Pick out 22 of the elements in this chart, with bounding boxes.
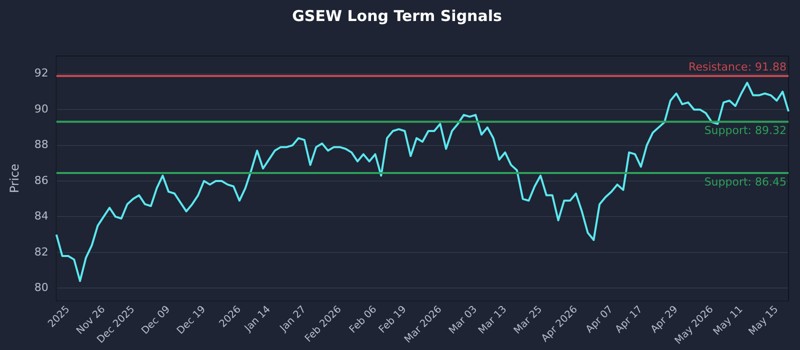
chart-title: GSEW Long Term Signals [292,6,502,25]
x-tick-label: Dec 09 [140,304,173,337]
x-tick-label: Apr 07 [584,304,616,336]
y-tick-label: 86 [34,174,48,187]
x-tick-label: Feb 19 [377,304,409,336]
x-tick-label: Dec 19 [175,304,208,337]
y-tick-label: 84 [34,210,48,223]
y-tick-label: 80 [34,281,48,294]
ref-line-label: Support: 86.45 [704,175,787,188]
ref-line-label: Resistance: 91.88 [688,60,787,74]
y-tick-label: 90 [34,102,48,116]
y-tick-label: 88 [34,138,48,152]
y-tick-label: 82 [34,245,48,258]
x-tick-label: Feb 06 [348,304,380,336]
x-tick-label: Apr 17 [614,304,645,336]
x-tick-label: Mar 13 [476,304,510,336]
x-tick-label: Apr 29 [649,304,680,336]
y-axis-title: Price [7,164,22,193]
x-tick-label: Jan 14 [242,304,273,335]
x-tick-label: Jan 27 [278,304,308,335]
y-tick-label: 92 [34,66,48,80]
ref-line-label: Support: 89.32 [704,124,787,138]
